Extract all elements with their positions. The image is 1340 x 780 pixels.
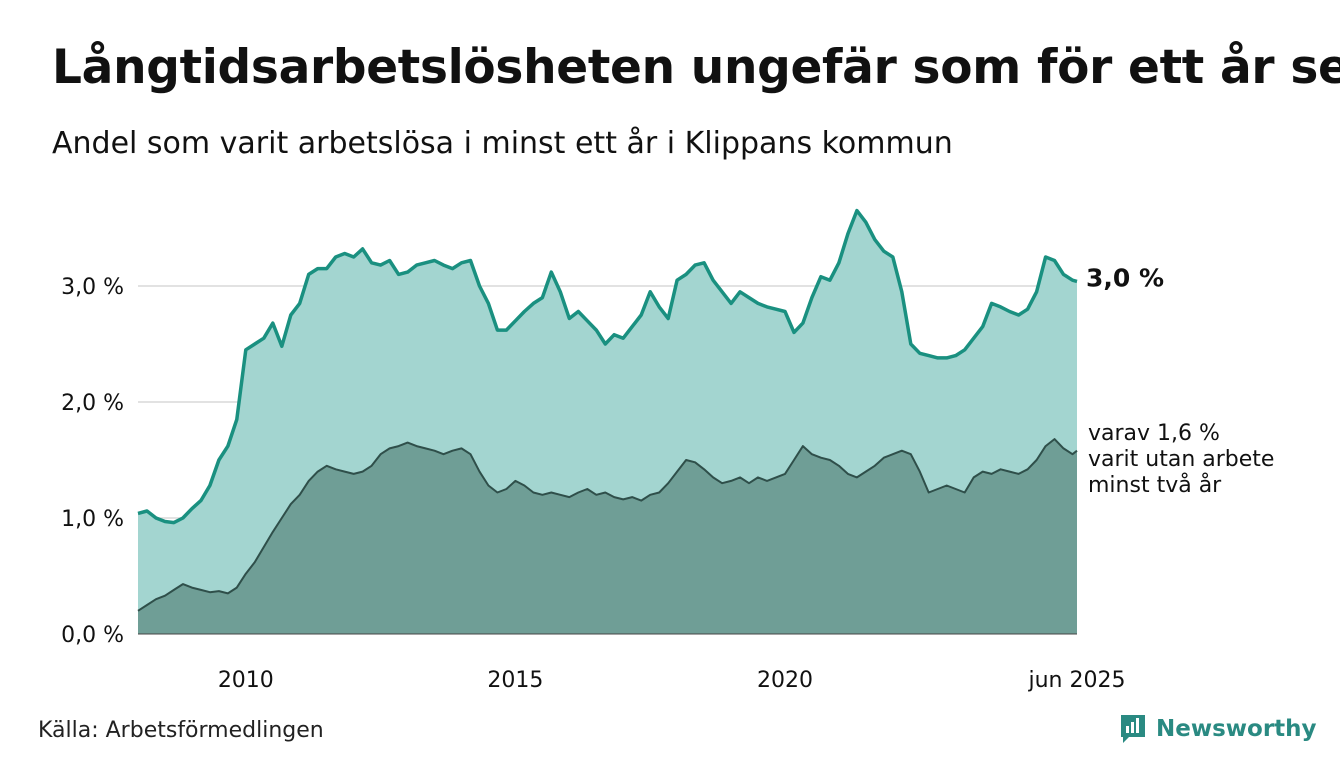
x-tick-label: jun 2025	[1028, 668, 1126, 693]
chart-areas	[137, 208, 1078, 634]
x-tick-label: 2015	[487, 668, 543, 693]
x-tick-label: 2010	[218, 668, 274, 693]
brand-logo[interactable]: Newsworthy	[1118, 712, 1317, 746]
chart-title: Långtidsarbetslösheten ungefär som för e…	[52, 40, 1340, 95]
y-tick-label: 3,0 %	[61, 275, 124, 300]
chart-subtitle: Andel som varit arbetslösa i minst ett å…	[52, 126, 953, 161]
long-end-label-line: varit utan arbete	[1088, 447, 1274, 472]
x-tick-label: 2020	[757, 668, 813, 693]
total-end-label: 3,0 %	[1086, 263, 1164, 292]
axes: 0,0 % 1,0 % 2,0 % 3,0 % 2010 2015 2020 jun 2025	[61, 275, 1125, 693]
long-end-label-line: varav 1,6 %	[1088, 421, 1220, 446]
area-long	[138, 439, 1077, 634]
long-end-label-line: minst två år	[1088, 472, 1222, 498]
y-tick-label: 0,0 %	[61, 623, 124, 648]
line-long	[137, 438, 1078, 612]
y-tick-label: 2,0 %	[61, 391, 124, 416]
source-note: Källa: Arbetsförmedlingen	[38, 718, 324, 743]
y-tick-label: 1,0 %	[61, 507, 124, 532]
brand-name: Newsworthy	[1156, 716, 1317, 742]
chart-plot: 0,0 % 1,0 % 2,0 % 3,0 % 2010 2015 2020 jun 2025…	[61, 208, 1274, 693]
newsworthy-logo-icon	[1121, 715, 1145, 743]
line-total	[137, 208, 1078, 525]
